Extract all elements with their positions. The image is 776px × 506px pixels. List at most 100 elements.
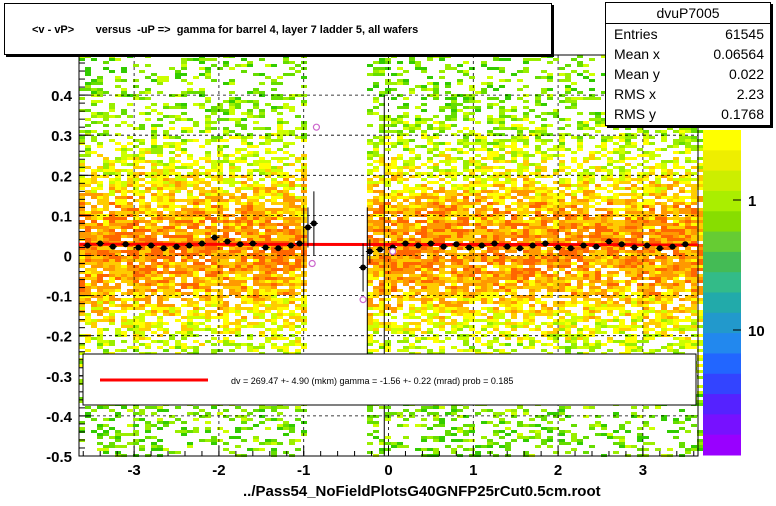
heatmap-cell	[457, 205, 463, 208]
heatmap-cell	[229, 349, 235, 352]
heatmap-cell	[277, 301, 283, 304]
heatmap-cell	[433, 136, 439, 139]
heatmap-cell	[529, 262, 535, 265]
heatmap-cell	[139, 316, 145, 319]
heatmap-cell	[379, 136, 385, 139]
heatmap-cell	[175, 142, 181, 145]
heatmap-cell	[487, 229, 493, 232]
heatmap-cell	[115, 169, 121, 172]
heatmap-cell	[463, 433, 469, 436]
heatmap-cell	[151, 187, 157, 190]
heatmap-cell	[469, 292, 475, 295]
heatmap-cell	[157, 190, 163, 193]
heatmap-cell	[139, 199, 145, 202]
heatmap-cell	[415, 172, 421, 175]
heatmap-cell	[157, 184, 163, 187]
heatmap-cell	[463, 289, 469, 292]
heatmap-cell	[511, 73, 517, 76]
heatmap-cell	[373, 304, 379, 307]
heatmap-cell	[79, 259, 85, 262]
heatmap-cell	[535, 163, 541, 166]
heatmap-cell	[97, 274, 103, 277]
heatmap-cell	[523, 229, 529, 232]
heatmap-cell	[127, 220, 133, 223]
heatmap-cell	[103, 166, 109, 169]
heatmap-cell	[91, 283, 97, 286]
heatmap-cell	[85, 292, 91, 295]
heatmap-cell	[223, 55, 229, 58]
heatmap-cell	[217, 229, 223, 232]
heatmap-cell	[211, 337, 217, 340]
heatmap-cell	[103, 157, 109, 160]
heatmap-cell	[163, 232, 169, 235]
heatmap-cell	[235, 232, 241, 235]
heatmap-cell	[193, 172, 199, 175]
heatmap-cell	[133, 283, 139, 286]
heatmap-cell	[283, 280, 289, 283]
heatmap-cell	[433, 208, 439, 211]
heatmap-cell	[103, 286, 109, 289]
heatmap-cell	[433, 169, 439, 172]
heatmap-cell	[127, 307, 133, 310]
heatmap-cell	[265, 238, 271, 241]
heatmap-cell	[97, 142, 103, 145]
heatmap-cell	[109, 241, 115, 244]
heatmap-cell	[259, 166, 265, 169]
heatmap-cell	[121, 109, 127, 112]
heatmap-cell	[175, 283, 181, 286]
heatmap-cell	[229, 262, 235, 265]
heatmap-cell	[373, 148, 379, 151]
heatmap-cell	[145, 337, 151, 340]
heatmap-cell	[115, 331, 121, 334]
heatmap-cell	[211, 58, 217, 61]
heatmap-cell	[403, 196, 409, 199]
heatmap-cell	[415, 166, 421, 169]
heatmap-cell	[493, 103, 499, 106]
heatmap-cell	[415, 238, 421, 241]
heatmap-cell	[445, 217, 451, 220]
heatmap-cell	[457, 217, 463, 220]
heatmap-cell	[391, 199, 397, 202]
heatmap-cell	[415, 145, 421, 148]
heatmap-cell	[457, 430, 463, 433]
heatmap-cell	[199, 145, 205, 148]
heatmap-cell	[457, 349, 463, 352]
heatmap-cell	[475, 109, 481, 112]
heatmap-cell	[397, 202, 403, 205]
heatmap-cell	[487, 130, 493, 133]
heatmap-cell	[505, 160, 511, 163]
heatmap-cell	[493, 283, 499, 286]
heatmap-cell	[457, 151, 463, 154]
heatmap-cell	[271, 316, 277, 319]
heatmap-cell	[157, 283, 163, 286]
heatmap-cell	[421, 130, 427, 133]
heatmap-cell	[157, 304, 163, 307]
heatmap-cell	[79, 232, 85, 235]
heatmap-cell	[199, 67, 205, 70]
heatmap-cell	[283, 247, 289, 250]
heatmap-cell	[187, 199, 193, 202]
heatmap-cell	[529, 424, 535, 427]
heatmap-cell	[145, 211, 151, 214]
heatmap-cell	[85, 190, 91, 193]
heatmap-cell	[457, 292, 463, 295]
heatmap-cell	[265, 148, 271, 151]
heatmap-cell	[403, 238, 409, 241]
heatmap-cell	[373, 340, 379, 343]
heatmap-cell	[403, 223, 409, 226]
heatmap-cell	[247, 172, 253, 175]
heatmap-cell	[103, 307, 109, 310]
heatmap-cell	[223, 286, 229, 289]
heatmap-cell	[493, 154, 499, 157]
heatmap-cell	[433, 238, 439, 241]
heatmap-cell	[391, 295, 397, 298]
heatmap-cell	[127, 202, 133, 205]
heatmap-cell	[235, 166, 241, 169]
heatmap-cell	[211, 178, 217, 181]
heatmap-cell	[487, 439, 493, 442]
heatmap-cell	[217, 277, 223, 280]
heatmap-cell	[445, 286, 451, 289]
heatmap-cell	[445, 163, 451, 166]
heatmap-cell	[517, 88, 523, 91]
heatmap-cell	[373, 220, 379, 223]
